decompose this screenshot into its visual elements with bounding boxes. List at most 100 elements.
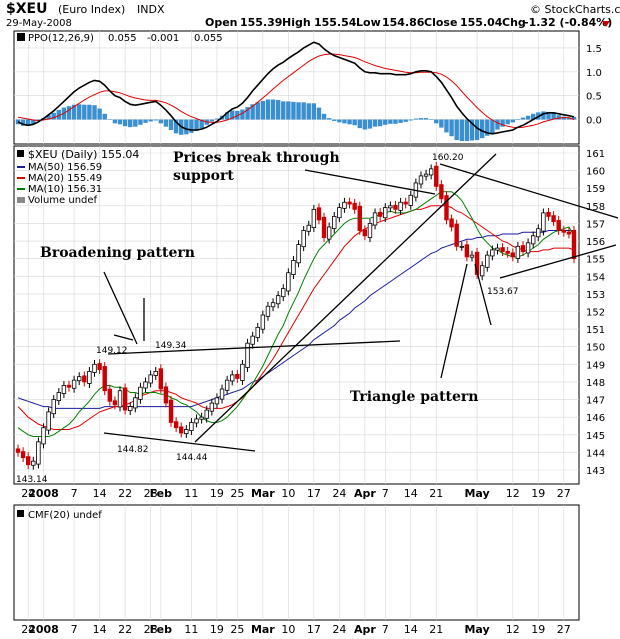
histogram-bar <box>423 118 429 120</box>
histogram-bar <box>500 119 505 127</box>
histogram-bar <box>275 99 281 120</box>
x-axis-label: 7 <box>71 623 78 636</box>
candle-body <box>372 212 378 226</box>
histogram-bar <box>306 103 311 120</box>
triangle-pointer-2 <box>474 263 492 326</box>
candle-body <box>20 451 26 459</box>
candle-body <box>505 250 510 254</box>
histogram-bar <box>173 119 179 134</box>
histogram-bar <box>255 102 260 120</box>
x-axis-label: 14 <box>404 623 418 636</box>
ppo-tick: 0.0 <box>586 116 602 127</box>
x-axis-label: 7 <box>71 487 78 500</box>
candle-body <box>306 224 311 232</box>
histogram-bar <box>352 119 357 126</box>
candle-body <box>230 374 235 382</box>
legend-ma10: MA(10) 156.31 <box>28 184 102 195</box>
triangle-top-line <box>439 163 619 219</box>
histogram-bar <box>434 119 439 124</box>
price-tick: 144 <box>586 448 605 459</box>
x-axis-label: 7 <box>382 487 389 500</box>
high-label: High <box>282 16 311 29</box>
candle-body <box>301 230 306 248</box>
histogram-bar <box>301 102 306 120</box>
histogram-bar <box>56 109 62 120</box>
histogram-bar <box>474 119 480 141</box>
candlesticks <box>15 161 577 470</box>
histogram-bar <box>143 119 148 123</box>
brand-logo: © StockCharts.com <box>530 3 620 16</box>
candle-body <box>566 231 572 235</box>
histogram-bar <box>337 119 342 123</box>
candle-body <box>173 421 179 429</box>
legend-ma20: MA(20) 155.49 <box>28 173 102 184</box>
candle-body <box>107 388 113 402</box>
candle-body <box>235 373 240 379</box>
x-axis-label: 12 <box>506 487 520 500</box>
histogram-bar <box>530 113 536 120</box>
value-label: 160.20 <box>432 153 464 163</box>
x-axis-label: 7 <box>382 623 389 636</box>
histogram-bar <box>490 119 495 134</box>
close-value: 155.04 <box>460 16 503 29</box>
candle-body <box>556 219 561 231</box>
candle-body <box>143 381 148 389</box>
support-line <box>194 153 497 443</box>
x-axis-label: 21 <box>429 623 443 636</box>
histogram-bar <box>520 117 526 120</box>
candle-body <box>112 400 118 406</box>
cmf-grid <box>27 505 565 620</box>
histogram-bar <box>469 119 475 141</box>
histogram-bar <box>117 119 123 125</box>
price-panel <box>13 145 580 485</box>
x-axis-label: 24 <box>21 623 35 636</box>
histogram-bar <box>214 118 220 120</box>
candle-body <box>281 288 286 298</box>
candle-body <box>464 244 470 258</box>
price-tick: 145 <box>586 431 605 442</box>
histogram-bar <box>439 119 444 128</box>
histogram-bar <box>31 119 36 124</box>
candle-body <box>434 165 439 187</box>
histogram-bar <box>250 104 255 120</box>
price-tick: 153 <box>586 290 605 301</box>
histogram-bar <box>505 119 510 125</box>
candle-body <box>520 245 526 253</box>
histogram-bar <box>510 119 515 123</box>
candle-body <box>36 441 41 465</box>
x-axis-label: Mar <box>251 623 275 636</box>
candle-body <box>82 375 87 383</box>
candle-body <box>194 418 199 424</box>
ppo-tick: 1.5 <box>586 44 602 55</box>
candle-body <box>347 201 352 205</box>
candle-body <box>357 205 362 231</box>
candle-body <box>454 223 459 247</box>
histogram-bar <box>240 109 245 120</box>
ma20-line <box>17 205 575 430</box>
histogram-bar <box>408 119 413 121</box>
price-tick: 159 <box>586 184 605 195</box>
candle-body <box>77 376 82 382</box>
price-tick: 152 <box>586 308 605 319</box>
histogram-bar <box>449 119 454 137</box>
x-axis-label: 14 <box>93 623 107 636</box>
histogram-bar <box>367 119 373 129</box>
x-axis-label: Apr <box>354 623 376 636</box>
price-tick: 158 <box>586 202 605 213</box>
candle-body <box>46 411 51 431</box>
candle-body <box>571 229 577 260</box>
histogram-bar <box>321 113 327 120</box>
candle-body <box>536 228 541 238</box>
candle-body <box>51 399 56 415</box>
histogram-bar <box>383 119 388 125</box>
x-axis-label: 24 <box>332 623 346 636</box>
histogram-bar <box>26 119 31 126</box>
candle-body <box>546 211 551 217</box>
histogram-bar <box>413 118 419 120</box>
price-legend-swatch <box>17 150 24 157</box>
x-axis-label: 19 <box>531 487 545 500</box>
candle-body <box>163 386 169 404</box>
candle-body <box>286 272 291 292</box>
candle-body <box>444 195 449 221</box>
candle-body <box>321 216 327 238</box>
